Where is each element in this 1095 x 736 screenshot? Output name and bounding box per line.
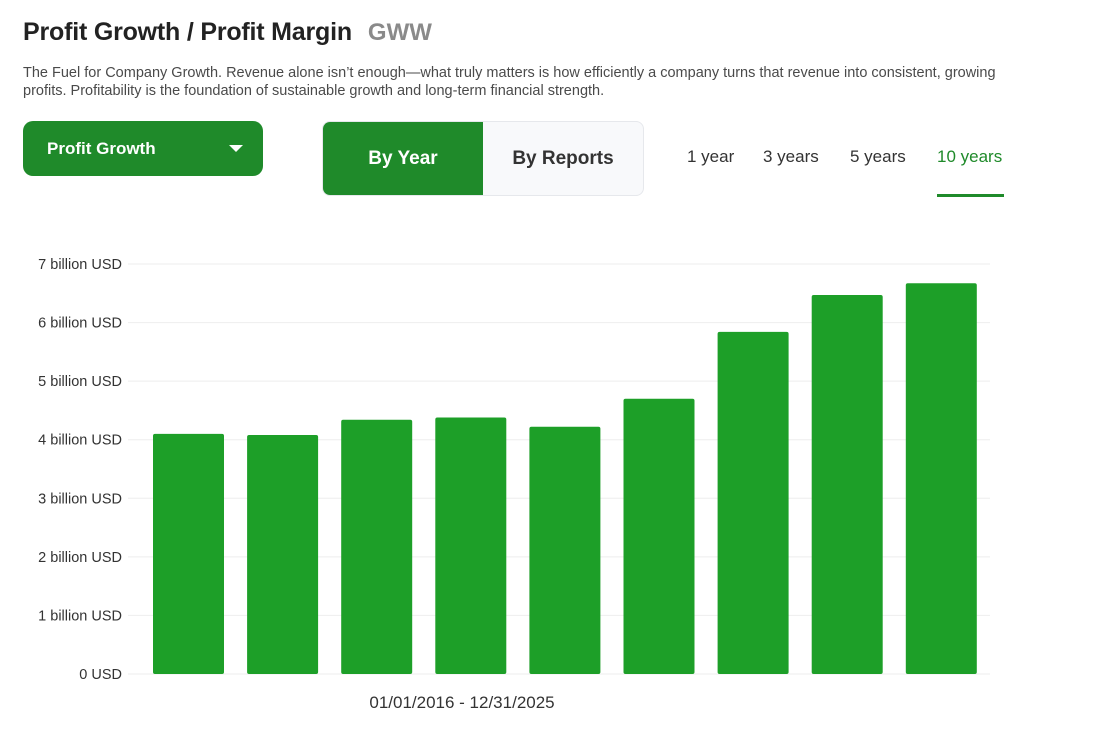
tab-3-years[interactable]: 3 years — [763, 147, 819, 166]
x-axis-date-range: 01/01/2016 - 12/31/2025 — [369, 693, 554, 712]
by-year-button[interactable]: By Year — [323, 122, 483, 195]
bar[interactable] — [341, 419, 413, 674]
bar[interactable] — [153, 433, 224, 674]
period-toggle: By Year By Reports — [322, 121, 644, 196]
bar[interactable] — [247, 435, 319, 674]
y-tick-label: 4 billion USD — [38, 433, 122, 449]
bar[interactable] — [623, 398, 695, 674]
bar[interactable] — [905, 283, 977, 674]
tab-10-years[interactable]: 10 years — [937, 147, 1003, 166]
metric-dropdown-label: Profit Growth — [47, 138, 156, 158]
y-tick-label: 5 billion USD — [38, 374, 122, 390]
bar[interactable] — [717, 331, 789, 674]
y-tick-label: 0 USD — [79, 667, 122, 683]
tab-1-year[interactable]: 1 year — [687, 147, 735, 166]
active-tab-underline — [937, 194, 1004, 197]
page-title: Profit Growth / Profit Margin — [23, 18, 352, 46]
title-row: Profit Growth / Profit Margin GWW — [23, 18, 432, 47]
bar[interactable] — [811, 295, 883, 674]
profit-growth-chart: 0 USD 1 billion USD 2 billion USD 3 billion… — [38, 257, 990, 712]
ticker-symbol: GWW — [367, 19, 432, 46]
chevron-down-icon — [229, 145, 243, 152]
by-reports-button[interactable]: By Reports — [512, 147, 614, 169]
bar[interactable] — [529, 426, 601, 674]
y-tick-label: 1 billion USD — [38, 608, 122, 624]
tab-5-years[interactable]: 5 years — [850, 147, 906, 166]
y-tick-label: 3 billion USD — [38, 491, 122, 507]
metric-dropdown[interactable]: Profit Growth — [23, 121, 263, 176]
bar[interactable] — [435, 417, 507, 675]
y-tick-label: 2 billion USD — [38, 550, 122, 566]
y-tick-label: 7 billion USD — [38, 257, 122, 273]
y-tick-label: 6 billion USD — [38, 316, 122, 332]
page-description: The Fuel for Company Growth. Revenue alo… — [23, 65, 996, 99]
